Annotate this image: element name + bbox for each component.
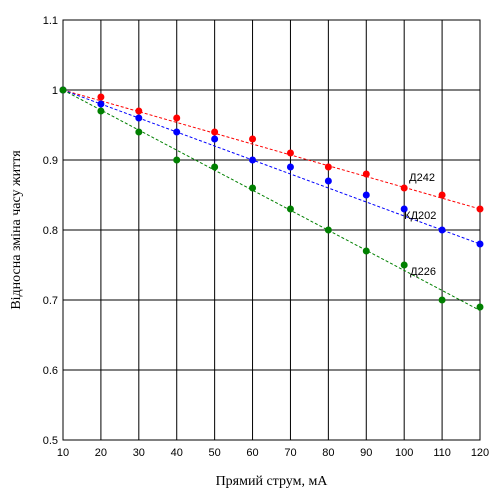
x-tick-label: 20 [95,447,107,459]
data-point [476,205,484,213]
data-point [211,135,219,143]
data-point [135,114,143,122]
data-point [400,261,408,269]
data-point [173,128,181,136]
x-tick-label: 80 [322,447,334,459]
x-tick-label: 50 [209,447,221,459]
data-point [362,170,370,178]
y-tick-label: 0.7 [43,295,58,307]
series-label: Д242 [409,172,435,184]
plot-frame [62,19,481,441]
data-point [249,156,257,164]
data-point [59,86,67,94]
data-point [286,205,294,213]
data-point [324,177,332,185]
data-point [476,303,484,311]
x-tick-label: 110 [433,447,451,459]
y-axis-label: Відносна зміна часу життя [9,150,24,310]
data-point [211,163,219,171]
data-point [135,128,143,136]
data-point [173,156,181,164]
tick-labels: 10 20 30 40 50 60 70 80 90 100 110 120 0.5 0.6 0.7 0.8 0… [43,15,489,459]
x-axis-label: Прямий струм, мА [216,474,329,489]
data-point [97,93,105,101]
x-tick-label: 60 [246,447,258,459]
data-points [59,86,484,311]
data-point [324,163,332,171]
y-tick-label: 0.8 [43,225,58,237]
x-tick-label: 40 [171,447,183,459]
series-labels: Д242 КД202 Д226 [404,172,436,278]
data-point [438,296,446,304]
data-point [438,226,446,234]
x-tick-label: 100 [395,447,413,459]
data-point [249,184,257,192]
y-tick-label: 0.5 [43,435,58,447]
fit-line-0 [62,89,481,210]
series-label: Д226 [410,266,436,278]
data-point [286,163,294,171]
data-point [97,100,105,108]
data-point [249,135,257,143]
fit-line-1 [62,89,481,245]
y-tick-label: 0.6 [43,365,58,377]
data-point [135,107,143,115]
data-point [324,226,332,234]
data-point [476,240,484,248]
y-tick-label: 1.1 [43,15,58,27]
data-point [173,114,181,122]
data-point [211,128,219,136]
x-tick-label: 120 [471,447,489,459]
y-tick-label: 0.9 [43,155,58,167]
data-point [362,247,370,255]
grid [62,19,481,441]
data-point [400,205,408,213]
fit-lines [62,89,481,311]
data-point [400,184,408,192]
data-point [438,191,446,199]
x-tick-label: 70 [284,447,296,459]
data-point [362,191,370,199]
x-tick-label: 30 [133,447,145,459]
y-tick-label: 1 [52,85,58,97]
fit-line-2 [62,89,481,311]
data-point [286,149,294,157]
series-label: КД202 [404,210,436,222]
x-tick-label: 90 [360,447,372,459]
data-point [97,107,105,115]
x-tick-label: 10 [57,447,69,459]
